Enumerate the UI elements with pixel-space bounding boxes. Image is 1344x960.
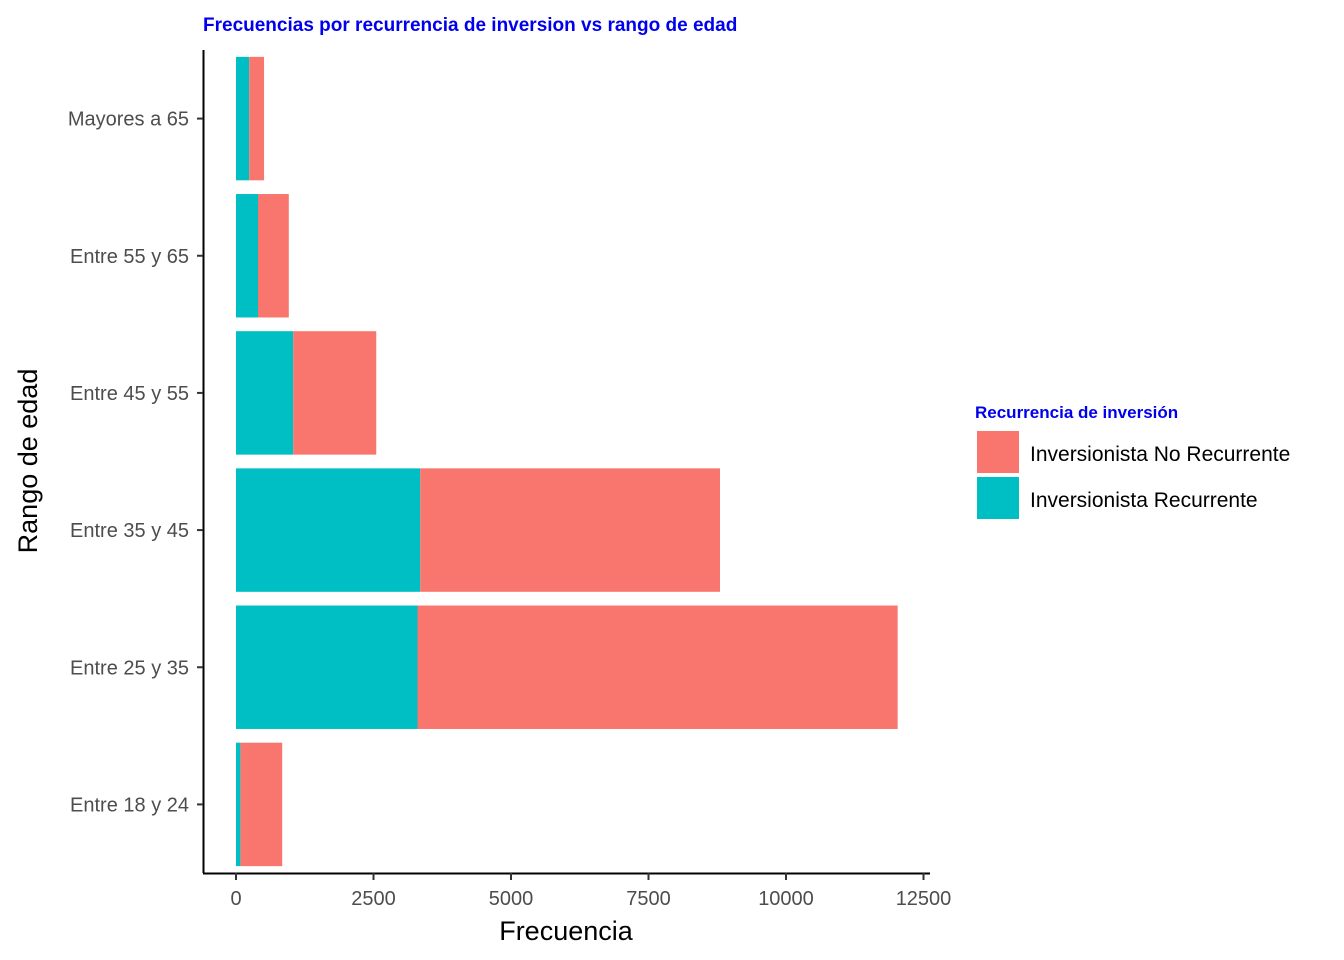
bar-no-recurrente-3 — [293, 331, 377, 455]
legend-title: Recurrencia de inversión — [975, 403, 1178, 422]
bar-recurrente-1 — [236, 605, 418, 729]
y-tick-label-0: Entre 18 y 24 — [70, 794, 189, 816]
legend: Recurrencia de inversión Inversionista N… — [975, 403, 1290, 519]
y-axis-title: Rango de edad — [13, 369, 43, 554]
bar-no-recurrente-4 — [258, 194, 289, 318]
bars-layer — [236, 56, 898, 867]
legend-label-no-recurrente: Inversionista No Recurrente — [1030, 443, 1290, 466]
bar-no-recurrente-0 — [240, 742, 283, 867]
bar-recurrente-2 — [236, 468, 421, 592]
x-axis-title: Frecuencia — [499, 916, 634, 946]
bar-no-recurrente-5 — [249, 56, 265, 181]
bar-recurrente-4 — [236, 194, 258, 318]
x-tick-label-3: 7500 — [626, 888, 671, 910]
x-tick-label-5: 12500 — [896, 888, 952, 910]
bar-no-recurrente-2 — [420, 468, 720, 592]
bar-no-recurrente-1 — [417, 605, 898, 729]
x-tick-label-0: 0 — [230, 888, 241, 910]
y-tick-label-5: Mayores a 65 — [68, 109, 189, 131]
legend-label-recurrente: Inversionista Recurrente — [1030, 489, 1258, 512]
bar-recurrente-3 — [236, 331, 294, 455]
x-tick-label-4: 10000 — [758, 888, 814, 910]
x-ticks: 0 2500 5000 7500 10000 12500 — [230, 873, 951, 910]
x-tick-label-1: 2500 — [351, 888, 396, 910]
chart-title: Frecuencias por recurrencia de inversion… — [203, 15, 737, 36]
y-tick-label-2: Entre 35 y 45 — [70, 520, 189, 542]
y-tick-label-4: Entre 55 y 65 — [70, 246, 189, 268]
bar-recurrente-5 — [236, 56, 250, 181]
x-tick-label-2: 5000 — [489, 888, 534, 910]
y-ticks: Entre 18 y 24 Entre 25 y 35 Entre 35 y 45 E… — [68, 109, 203, 816]
y-tick-label-1: Entre 25 y 35 — [70, 657, 189, 679]
legend-key-no-recurrente — [977, 431, 1019, 473]
bar-recurrente-0 — [236, 742, 241, 867]
legend-key-recurrente — [977, 477, 1019, 519]
y-tick-label-3: Entre 45 y 55 — [70, 383, 189, 405]
